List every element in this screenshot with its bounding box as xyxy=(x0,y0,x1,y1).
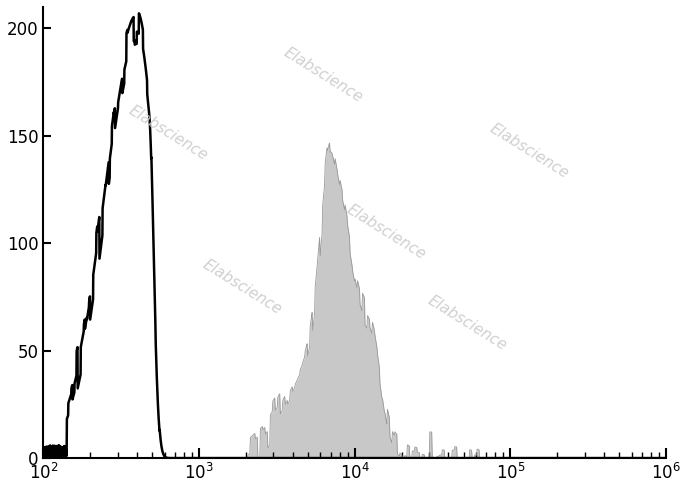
Text: Elabscience: Elabscience xyxy=(126,103,211,164)
Text: Elabscience: Elabscience xyxy=(424,293,509,353)
Text: Elabscience: Elabscience xyxy=(281,44,366,105)
Text: Elabscience: Elabscience xyxy=(343,202,428,263)
Text: Elabscience: Elabscience xyxy=(487,121,571,182)
Text: Elabscience: Elabscience xyxy=(200,256,285,317)
